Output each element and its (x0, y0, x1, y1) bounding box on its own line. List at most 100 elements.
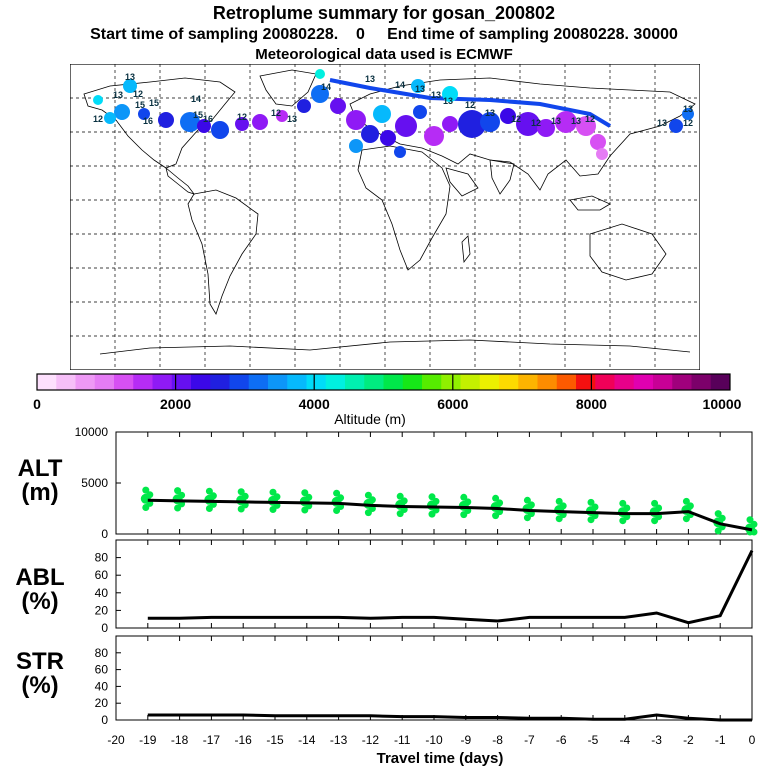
colorbar-cell (56, 374, 76, 390)
start-time-value: 0 (355, 26, 365, 43)
plume-marker (180, 112, 200, 132)
colorbar-cell (691, 374, 712, 390)
plume-day-label: 13 (443, 96, 453, 106)
altitude-scatter-point (301, 489, 309, 497)
altitude-scatter-point (619, 499, 627, 507)
europe-asia-coast (349, 77, 696, 191)
plume-day-label: 12 (531, 118, 541, 128)
antarctica-coast (99, 339, 691, 355)
altitude-scatter-point (337, 494, 345, 502)
altitude-colorbar: 0 2000 4000 6000 8000 10000 Altitude (m) (33, 373, 742, 427)
central-america-coast (165, 166, 196, 195)
plume-marker (480, 112, 500, 132)
altitude-scatter-point (209, 492, 217, 500)
india-coast (489, 159, 515, 195)
madagascar-coast (461, 235, 471, 264)
plume-marker (330, 98, 346, 114)
altitude-scatter-point (651, 499, 659, 507)
altitude-scatter-point (333, 489, 341, 497)
colorbar-cell (210, 374, 230, 390)
panel-frame-abl (115, 539, 753, 629)
y-tick-label: 20 (95, 603, 109, 617)
plume-day-label: 13 (571, 116, 581, 126)
y-tick-label: 0 (101, 527, 108, 541)
colorbar-cell (37, 374, 57, 390)
y-tick-label: 20 (95, 696, 109, 710)
plume-marker (537, 119, 555, 137)
plume-day-label: 13 (657, 118, 667, 128)
colorbar-cell (383, 374, 404, 390)
colorbar-cell (364, 374, 384, 390)
colorbar-cell (614, 374, 635, 390)
plume-day-label: 15 (149, 98, 159, 108)
altitude-scatter-point (174, 487, 182, 495)
plume-day-label: 14 (191, 94, 201, 104)
y-tick-label: 0 (101, 621, 108, 635)
plume-day-label: 12 (271, 108, 281, 118)
colorbar-cell (306, 374, 327, 390)
plume-marker (252, 114, 268, 130)
y-tick-label: 80 (95, 646, 109, 660)
abl-panel-label: ABL (%) (5, 566, 75, 614)
south-america-coast (187, 189, 259, 315)
y-tick-label: 0 (101, 713, 108, 727)
altitude-scatter-point (464, 498, 472, 506)
x-tick-label: -15 (266, 733, 284, 747)
sampling-times: Start time of sampling 20080228. 0 End t… (0, 26, 768, 44)
plume-day-label: 12 (237, 112, 247, 122)
y-tick-label: 60 (95, 568, 109, 582)
plume-marker (555, 111, 577, 133)
plume-marker (442, 86, 458, 102)
plume-marker (682, 108, 694, 120)
altitude-scatter-point (523, 496, 531, 504)
plume-centroid-track (329, 78, 612, 128)
altitude-scatter-point (527, 501, 535, 509)
plume-marker (114, 104, 130, 120)
altitude-scatter-point (432, 497, 440, 505)
altitude-scatter-point (142, 486, 150, 494)
plume-marker (349, 139, 363, 153)
plume-day-label: 13 (683, 104, 693, 114)
plume-marker (411, 79, 425, 93)
y-tick-label: 80 (95, 551, 109, 565)
plume-marker (576, 116, 596, 136)
plume-day-label: 12 (683, 118, 693, 128)
alt-panel-label: ALT (m) (5, 457, 75, 505)
plume-marker (458, 110, 486, 138)
plume-day-label: 13 (485, 108, 495, 118)
altitude-scatter-point (559, 502, 567, 510)
altitude-scatter-point (269, 488, 277, 496)
colorbar-cell (672, 374, 692, 390)
plume-marker (373, 105, 391, 123)
colorbar-cell (268, 374, 288, 390)
colorbar-cell (325, 374, 346, 390)
colorbar-cell (710, 374, 731, 390)
colorbar-cell (576, 374, 596, 390)
alt-series-line (147, 498, 753, 532)
colorbar-cell (75, 374, 96, 390)
colorbar-cell (633, 374, 654, 390)
str-label-unit: (%) (21, 672, 59, 699)
x-tick-label: -5 (588, 733, 599, 747)
altitude-scatter-point (686, 502, 694, 510)
y-tick-label: 40 (95, 679, 109, 693)
plume-marker (211, 121, 229, 139)
plume-day-label: 13 (287, 114, 297, 124)
altitude-scatter-point (655, 504, 663, 512)
x-tick-label: -7 (524, 733, 535, 747)
plume-day-label: 16 (143, 116, 153, 126)
x-tick-label: -3 (651, 733, 662, 747)
plume-day-label: 13 (113, 90, 123, 100)
str-panel-label: STR (%) (5, 650, 75, 698)
colorbar-frame (36, 373, 731, 391)
x-tick-label: -11 (394, 733, 411, 747)
plume-marker (590, 134, 606, 150)
plume-marker (197, 119, 211, 133)
altitude-scatter-point (591, 503, 599, 511)
abl-label-main: ABL (15, 564, 65, 591)
plume-marker (596, 148, 608, 160)
colorbar-tick-label: 2000 (160, 396, 191, 412)
plume-marker (138, 108, 150, 120)
